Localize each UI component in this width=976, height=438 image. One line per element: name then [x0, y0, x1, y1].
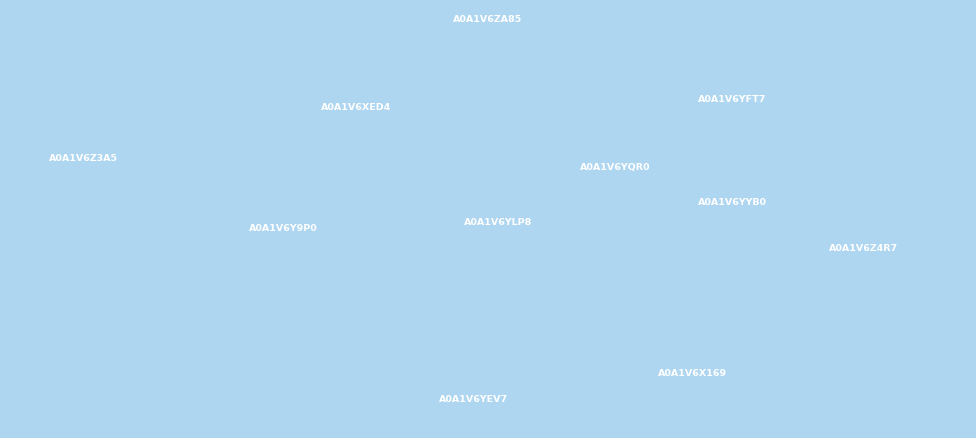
Text: A0A1V6YYB0: A0A1V6YYB0: [698, 198, 766, 207]
Text: A0A1V6Z4R7: A0A1V6Z4R7: [830, 244, 898, 253]
Text: A0A1V6X169: A0A1V6X169: [659, 369, 727, 378]
Text: A0A1V6XED4: A0A1V6XED4: [321, 103, 391, 112]
Text: A0A1V6YEV7: A0A1V6YEV7: [439, 395, 508, 404]
Text: A0A1V6YFT7: A0A1V6YFT7: [698, 95, 766, 104]
Text: A0A1V6YLP8: A0A1V6YLP8: [464, 218, 532, 226]
Text: A0A1V6YQR0: A0A1V6YQR0: [580, 163, 650, 172]
Text: A0A1V6Y9P0: A0A1V6Y9P0: [249, 224, 317, 233]
Text: A0A1V6Z3A5: A0A1V6Z3A5: [49, 154, 117, 163]
Text: A0A1V6ZA85: A0A1V6ZA85: [454, 15, 522, 24]
